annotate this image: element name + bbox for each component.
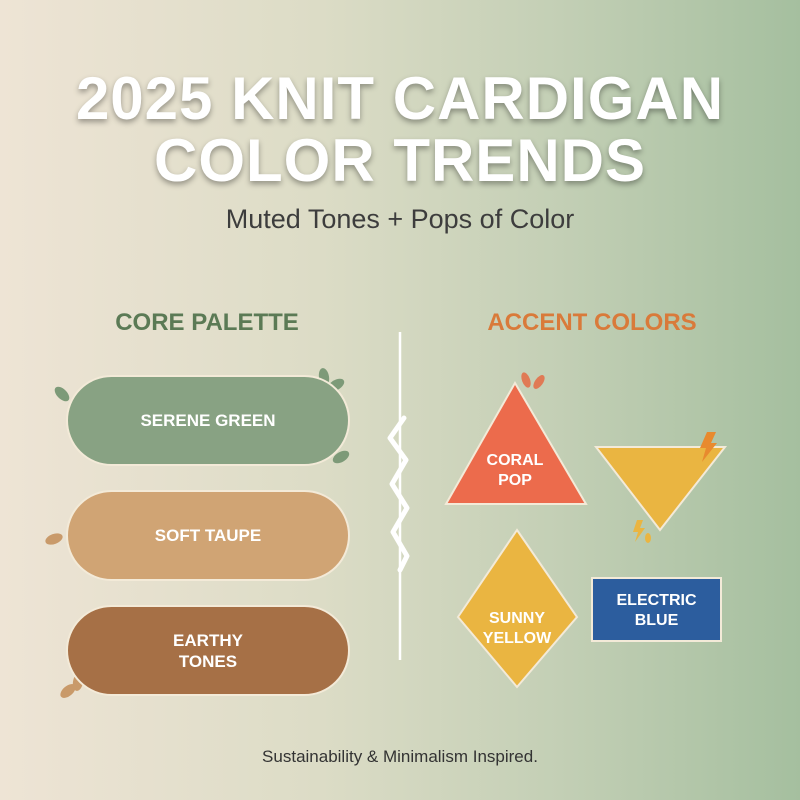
soft-taupe-swatch: SOFT TAUPE [66, 490, 350, 581]
coral-pop-triangle [444, 381, 588, 505]
label-line: CORAL [486, 452, 544, 469]
sunny-yellow-diamond [456, 528, 579, 689]
swatch-label: SERENE GREEN [140, 411, 276, 430]
footer-text: Sustainability & Minimalism Inspired. [262, 747, 538, 766]
label-line: BLUE [634, 612, 679, 629]
label-line: ELECTRIC [616, 592, 697, 609]
electric-blue-label: ELECTRIC BLUE [592, 591, 721, 631]
label-line: SUNNY [488, 610, 545, 627]
leaf-icon [54, 368, 350, 464]
seed-icon [645, 533, 651, 543]
lightning-icon [633, 520, 645, 542]
swatch-label: EARTHY [173, 630, 243, 650]
subtitle: Muted Tones + Pops of Color [225, 204, 575, 234]
title-line-2: COLOR TRENDS [154, 127, 646, 194]
core-palette-heading: CORE PALETTE [115, 309, 299, 336]
electric-blue-rectangle [591, 577, 722, 642]
swatch-label: TONES [178, 651, 238, 671]
label-line: YELLOW [482, 630, 552, 647]
leaf-icon [521, 372, 545, 389]
swatch-label: SOFT TAUPE [154, 526, 262, 545]
yellow-inverted-triangle [593, 446, 728, 532]
title-line-1: 2025 KNIT CARDIGAN [75, 65, 725, 132]
earthy-tones-swatch: EARTHY TONES [66, 605, 350, 696]
sunny-yellow-label: SUNNY YELLOW [457, 609, 577, 649]
zigzag-divider [387, 415, 410, 573]
lightning-icon [700, 432, 717, 462]
accent-colors-heading: ACCENT COLORS [487, 309, 697, 336]
label-line: POP [498, 472, 532, 489]
coral-pop-label: CORAL POP [455, 451, 575, 491]
serene-green-swatch: SERENE GREEN [66, 375, 350, 466]
